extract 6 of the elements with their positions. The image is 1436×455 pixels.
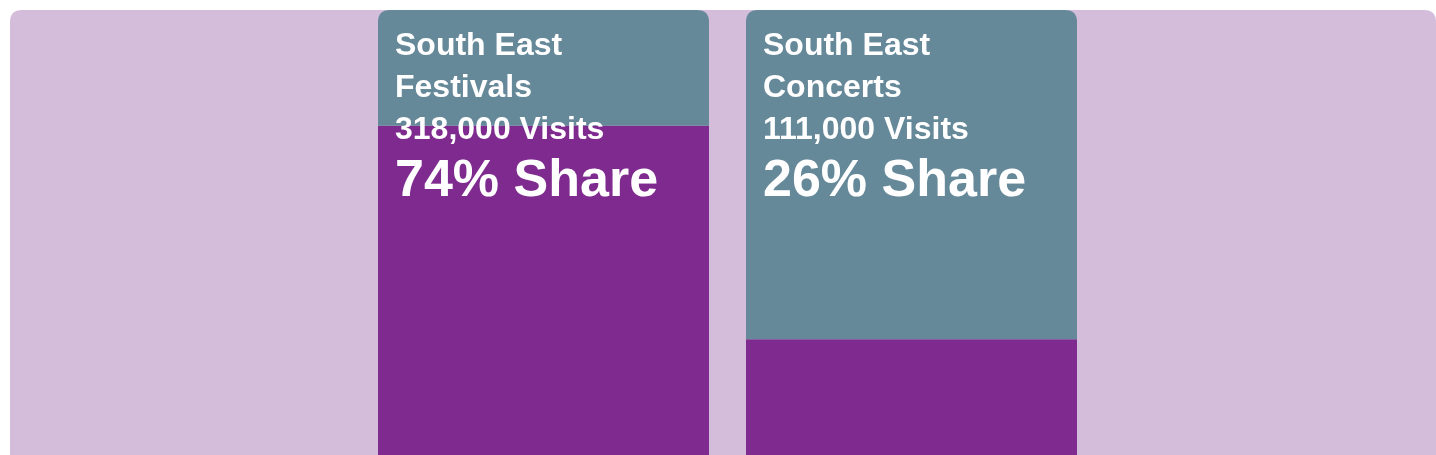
x-tick-label: South East Festivals	[395, 26, 563, 104]
data-label: 26% Share	[763, 149, 1027, 207]
annotation: 318,000 Visits	[395, 110, 605, 146]
annotation: 111,000 Visits	[763, 110, 969, 146]
x-tick-label: South East Concerts	[763, 26, 931, 104]
data-label: 74% Share	[395, 149, 659, 207]
